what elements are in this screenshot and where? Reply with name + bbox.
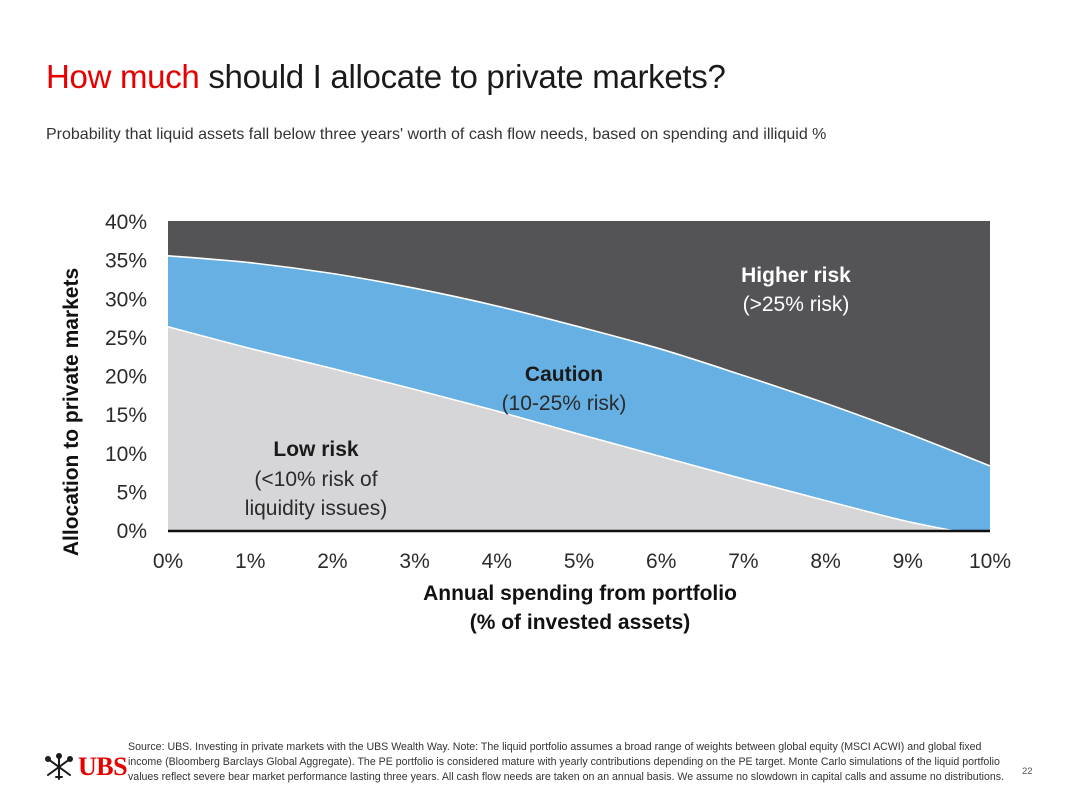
label-caution-desc: (10-25% risk)	[502, 392, 627, 415]
label-low-risk-desc-2: liquidity issues)	[245, 497, 387, 520]
label-caution-title: Caution	[525, 363, 603, 386]
x-tick-label: 7%	[728, 550, 758, 573]
y-axis-title: Allocation to private markets	[60, 268, 83, 556]
boundary-high-line	[167, 255, 991, 467]
y-tick-label: 20%	[105, 366, 147, 389]
label-higher-risk-title: Higher risk	[741, 264, 851, 287]
y-tick-label: 35%	[105, 250, 147, 273]
y-axis-ticks: 0% 5% 10% 15% 20% 25% 30% 35% 40%	[105, 211, 147, 543]
x-tick-label: 8%	[810, 550, 840, 573]
x-tick-label: 2%	[317, 550, 347, 573]
ubs-logo: UBS	[44, 752, 128, 782]
x-axis-title-line2: (% of invested assets)	[470, 611, 691, 634]
x-tick-label: 5%	[564, 550, 594, 573]
boundary-low-line	[168, 326, 954, 530]
x-tick-label: 9%	[893, 550, 923, 573]
label-caution: Caution (10-25% risk)	[502, 363, 627, 415]
y-tick-label: 30%	[105, 288, 147, 311]
y-tick-label: 5%	[117, 481, 147, 504]
y-tick-label: 25%	[105, 327, 147, 350]
zone-low-risk	[168, 326, 990, 530]
label-low-risk-desc-1: (<10% risk of	[254, 468, 377, 491]
label-low-risk-title: Low risk	[273, 438, 359, 461]
footer: UBS Source: UBS. Investing in private ma…	[0, 740, 1080, 810]
title-rest: should I allocate to private markets?	[208, 58, 726, 95]
label-higher-risk: Higher risk (>25% risk)	[741, 264, 851, 316]
label-low-risk: Low risk (<10% risk of liquidity issues)	[245, 438, 387, 520]
y-tick-label: 40%	[105, 211, 147, 234]
y-tick-label: 0%	[117, 520, 147, 543]
x-tick-label: 4%	[482, 550, 512, 573]
ubs-logo-text: UBS	[78, 752, 128, 781]
title-accent: How much	[46, 58, 200, 95]
y-tick-label: 10%	[105, 443, 147, 466]
y-tick-label: 15%	[105, 404, 147, 427]
page-title: How much should I allocate to private ma…	[46, 58, 726, 96]
ubs-keys-icon	[45, 753, 73, 780]
page-subtitle: Probability that liquid assets fall belo…	[46, 126, 827, 143]
risk-zone-chart: 0% 5% 10% 15% 20% 25% 30% 35% 40% 0% 1% 2% 3% 4% 5% 6%…	[60, 211, 1011, 634]
x-tick-label: 6%	[646, 550, 676, 573]
source-note: Source: UBS. Investing in private market…	[128, 741, 1005, 783]
x-tick-label: 10%	[969, 550, 1011, 573]
label-higher-risk-desc: (>25% risk)	[743, 293, 850, 316]
x-tick-label: 0%	[153, 550, 183, 573]
page-number: 22	[1022, 766, 1033, 777]
x-tick-label: 1%	[235, 550, 265, 573]
x-tick-label: 3%	[399, 550, 429, 573]
x-axis-ticks: 0% 1% 2% 3% 4% 5% 6% 7% 8% 9% 10%	[153, 550, 1011, 573]
x-axis-title-line1: Annual spending from portfolio	[423, 582, 737, 605]
